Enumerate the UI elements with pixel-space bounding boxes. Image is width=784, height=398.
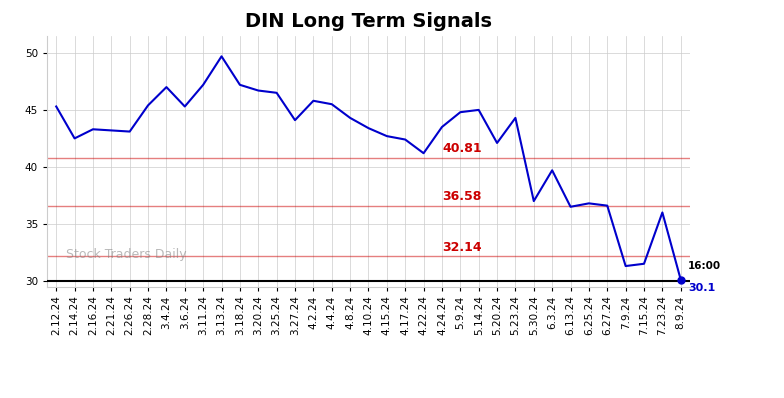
- Text: 36.58: 36.58: [442, 190, 481, 203]
- Title: DIN Long Term Signals: DIN Long Term Signals: [245, 12, 492, 31]
- Text: 40.81: 40.81: [442, 142, 481, 155]
- Text: 30.1: 30.1: [688, 283, 715, 293]
- Text: 16:00: 16:00: [688, 261, 721, 271]
- Text: Stock Traders Daily: Stock Traders Daily: [67, 248, 187, 261]
- Text: 32.14: 32.14: [442, 241, 481, 254]
